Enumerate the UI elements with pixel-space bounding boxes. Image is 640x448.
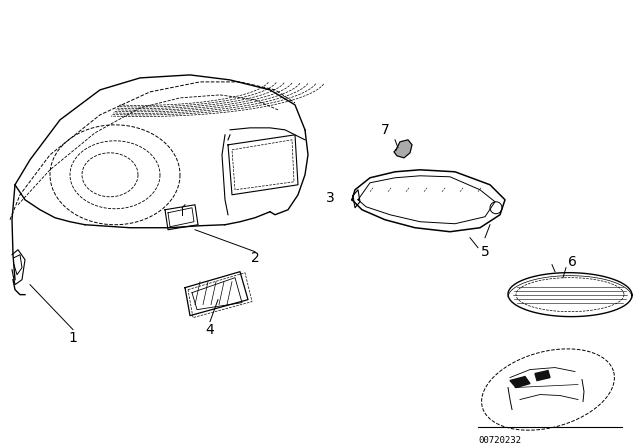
Text: 4: 4 [205, 323, 214, 336]
Text: 00720232: 00720232 [478, 436, 521, 445]
Text: 2: 2 [251, 251, 259, 265]
Polygon shape [510, 377, 530, 388]
Text: 6: 6 [568, 255, 577, 269]
Text: 5: 5 [481, 245, 490, 258]
Text: 7: 7 [381, 123, 389, 137]
Text: 3: 3 [326, 191, 334, 205]
Polygon shape [535, 370, 550, 380]
Text: 1: 1 [68, 331, 77, 345]
Polygon shape [394, 140, 412, 158]
